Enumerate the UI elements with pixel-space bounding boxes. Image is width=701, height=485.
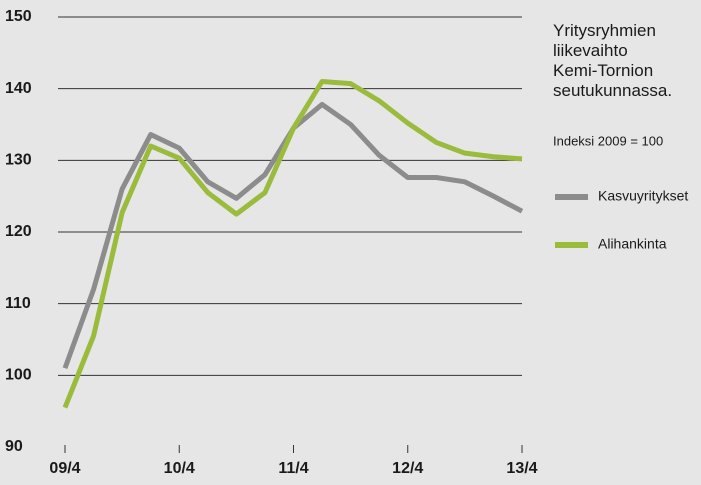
chart-title: Yritysryhmien liikevaihto Kemi-Tornion seut… xyxy=(553,21,672,100)
y-tick-label: 130 xyxy=(5,152,32,169)
y-tick-label: 110 xyxy=(5,295,31,312)
legend-label: Kasvuyritykset xyxy=(598,188,688,204)
y-tick-label: 150 xyxy=(5,8,32,25)
y-tick-label: 120 xyxy=(5,223,32,240)
x-tick-label: 11/4 xyxy=(278,460,308,477)
x-tick-label: 10/4 xyxy=(164,460,195,477)
y-tick-label: 100 xyxy=(5,367,32,384)
x-tick-label: 09/4 xyxy=(49,460,80,477)
chart-subtitle: Indeksi 2009 = 100 xyxy=(553,133,663,148)
y-tick-label: 140 xyxy=(5,80,32,97)
series-line xyxy=(62,101,524,370)
x-tick-label: 13/4 xyxy=(506,460,537,477)
series-line xyxy=(62,79,523,409)
legend-label: Alihankinta xyxy=(598,236,667,252)
y-tick-label: 90 xyxy=(5,438,23,455)
x-tick-label: 12/4 xyxy=(392,460,423,477)
